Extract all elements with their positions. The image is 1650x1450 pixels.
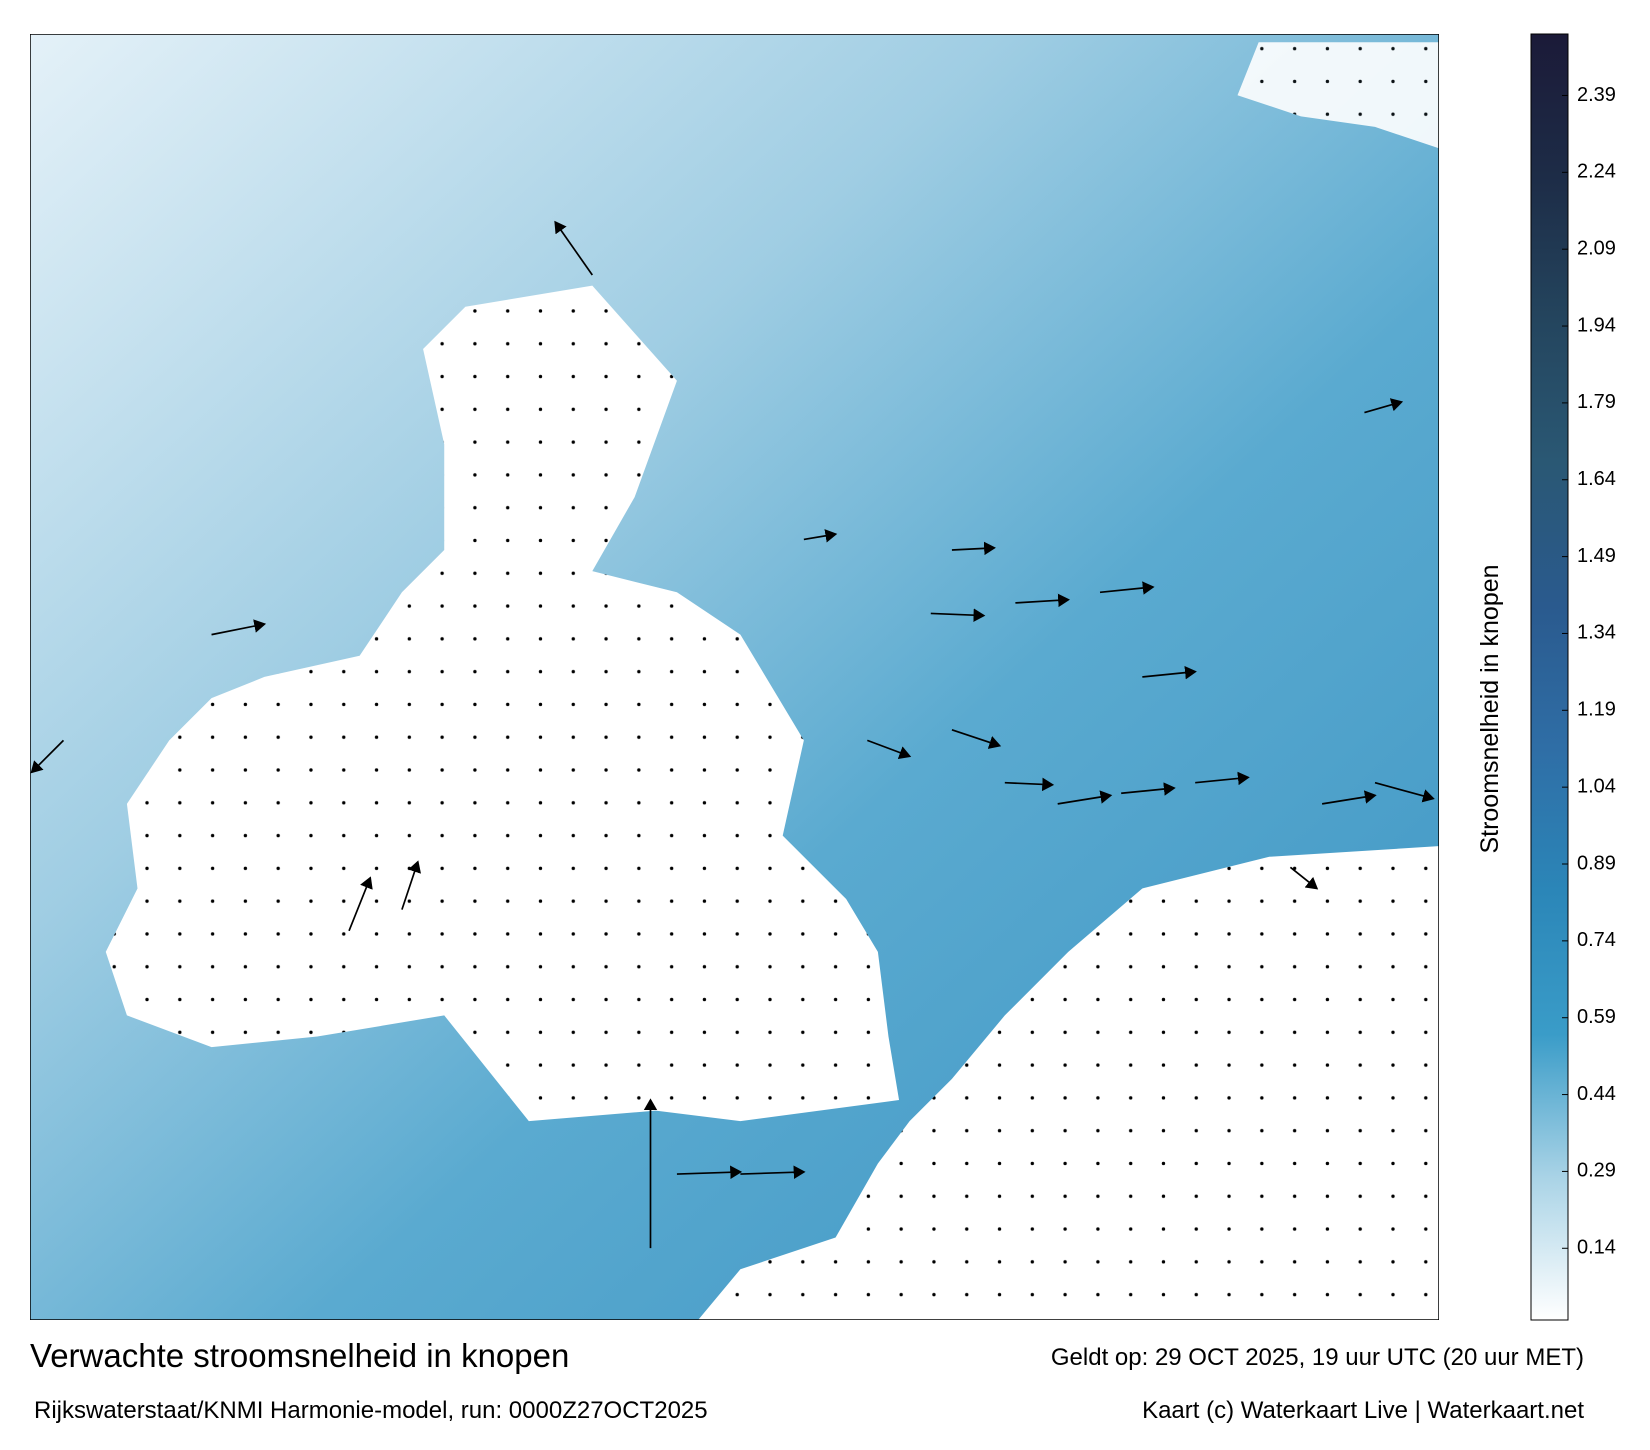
land-northeast <box>1237 42 1439 149</box>
land-continent <box>698 846 1439 1320</box>
colorbar-tick-label: 0.14 <box>1577 1237 1616 1259</box>
colorbar-tick-label: 1.94 <box>1577 314 1616 336</box>
credit: Kaart (c) Waterkaart Live | Waterkaart.n… <box>1142 1397 1584 1424</box>
colorbar-tick-label: 1.79 <box>1577 391 1616 413</box>
colorbar-tick-label: 0.74 <box>1577 929 1616 951</box>
colorbar-tick-label: 0.44 <box>1577 1083 1616 1105</box>
colorbar-tick-label: 1.19 <box>1577 699 1616 721</box>
colorbar-tick-label: 1.34 <box>1577 622 1616 644</box>
current-arrows <box>30 220 1435 1249</box>
land <box>30 42 1439 1320</box>
colorbar-tick-label: 2.09 <box>1577 237 1616 259</box>
valid-time: Geldt op: 29 OCT 2025, 19 uur UTC (20 uu… <box>1051 1344 1584 1371</box>
colorbar-tick-label: 0.59 <box>1577 1006 1616 1028</box>
colorbar-label: Stroomsnelheid in knopen <box>1476 564 1504 853</box>
land-britain <box>105 285 900 1122</box>
map <box>30 34 1439 1320</box>
subtitle: Rijkswaterstaat/KNMI Harmonie-model, run… <box>34 1397 708 1424</box>
colorbar-tick-label: 2.24 <box>1577 161 1616 183</box>
colorbar-tick-label: 0.29 <box>1577 1160 1616 1182</box>
colorbar-tick-label: 1.49 <box>1577 545 1616 567</box>
colorbar <box>1530 33 1569 1321</box>
colorbar-tick-label: 0.89 <box>1577 852 1616 874</box>
title: Verwachte stroomsnelheid in knopen <box>30 1337 569 1374</box>
colorbar-tick-label: 2.39 <box>1577 84 1616 106</box>
colorbar-tick-label: 1.64 <box>1577 468 1616 490</box>
colorbar-tick-label: 1.04 <box>1577 775 1616 797</box>
